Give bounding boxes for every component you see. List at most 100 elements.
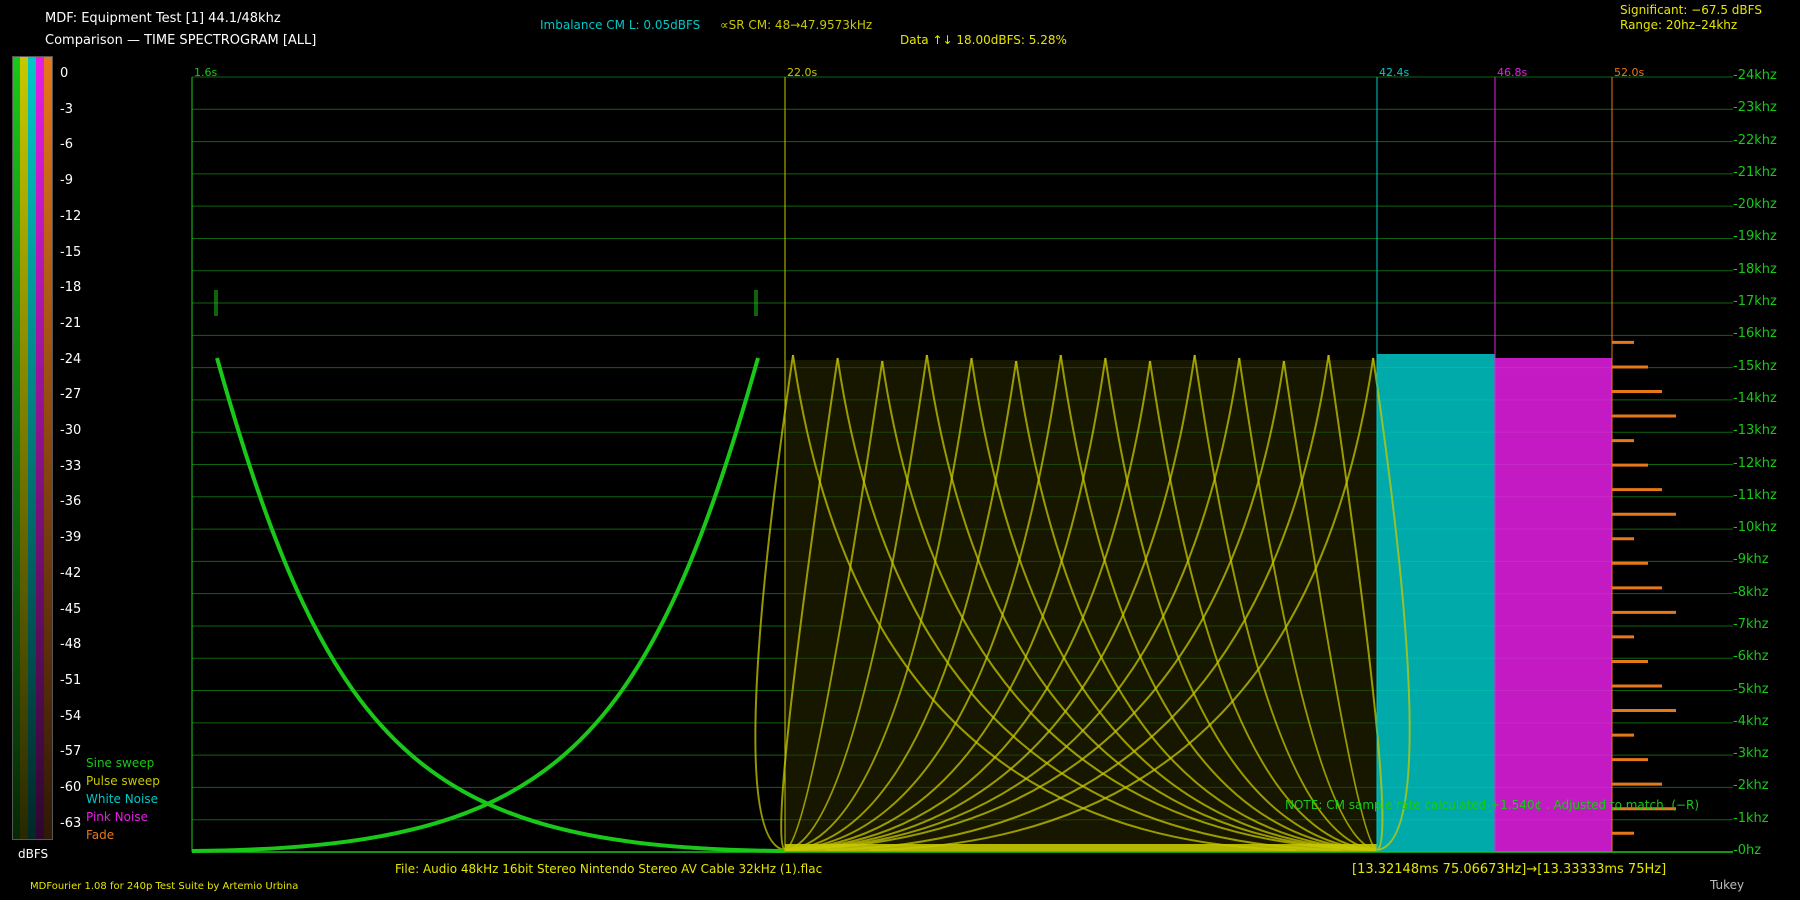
pulse-sweep-arc: [1327, 354, 1384, 851]
scale-value: -42: [60, 565, 82, 581]
legend-item: Pink Noise: [86, 810, 148, 824]
frequency-label: -22khz: [1733, 132, 1777, 148]
frequency-label: -2khz: [1733, 778, 1769, 794]
scale-value: -6: [60, 137, 73, 153]
frequency-label: -3khz: [1733, 746, 1769, 762]
legend-item: Pulse sweep: [86, 774, 160, 788]
pulse-sweep-arc: [784, 360, 1152, 851]
frequency-label: -10khz: [1733, 520, 1777, 536]
scale-value: -45: [60, 601, 82, 617]
scale-value: -39: [60, 530, 82, 546]
pulse-sweep-arc: [754, 354, 794, 851]
sine-harmonic-mark: [754, 290, 758, 316]
pulse-sweep-arc: [836, 357, 1341, 851]
scale-value: 0: [60, 66, 69, 81]
frequency-label: -24khz: [1733, 68, 1777, 83]
calibration-note: NOTE: CM sample rate calculated +1.540¢ …: [1285, 798, 1700, 812]
frequency-label: -20khz: [1733, 197, 1777, 213]
scale-value: -57: [60, 744, 82, 760]
frequency-label: -13khz: [1733, 423, 1777, 439]
timing-info: [13.32148ms 75.06673Hz]→[13.33333ms 75Hz…: [1352, 862, 1667, 877]
frequency-label: -1khz: [1733, 810, 1769, 826]
frequency-label: -15khz: [1733, 358, 1777, 374]
scale-value: -30: [60, 423, 82, 438]
pulse-sweep-arc: [784, 360, 884, 851]
pulse-sweep-arc: [1149, 360, 1378, 851]
pink-noise-block: [1495, 358, 1612, 852]
significant-readout: Significant: −67.5 dBFS: [1620, 3, 1762, 17]
report-title: MDF: Equipment Test [1] 44.1/48khz: [45, 11, 281, 26]
sine-sweep-curve-right: [191, 357, 760, 853]
pulse-sweep-arc: [1282, 360, 1378, 851]
scale-value: -27: [60, 387, 82, 403]
scale-value: -3: [60, 101, 73, 117]
scale-value: -48: [60, 637, 82, 653]
scale-value: -9: [60, 173, 73, 189]
file-info: File: Audio 48kHz 16bit Stereo Nintendo …: [395, 862, 823, 876]
time-marker-label: 52.0s: [1614, 66, 1645, 79]
frequency-label: -11khz: [1733, 487, 1777, 503]
frequency-label: -14khz: [1733, 390, 1777, 406]
sample-rate-readout: ∝SR CM: 48→47.9573kHz: [720, 18, 873, 32]
frequency-label: -12khz: [1733, 455, 1777, 471]
credit-text: MDFourier 1.08 for 240p Test Suite by Ar…: [30, 881, 299, 892]
legend-item: White Noise: [86, 792, 158, 806]
data-diff-readout: Data ↑↓ 18.00dBFS: 5.28%: [900, 33, 1067, 47]
pulse-sweep-arc: [925, 354, 1378, 851]
pulse-sweep-arc: [970, 357, 1378, 851]
scale-unit-label: dBFS: [18, 847, 49, 861]
scale-value: -60: [60, 780, 82, 795]
pulse-sweep-arc: [784, 357, 973, 851]
frequency-label: -7khz: [1733, 616, 1769, 632]
frequency-label: -17khz: [1733, 294, 1777, 310]
frequency-label: -4khz: [1733, 713, 1769, 729]
pulse-sweep-arc: [784, 357, 1107, 851]
scale-value: -33: [60, 458, 82, 474]
frequency-label: -8khz: [1733, 584, 1769, 600]
time-marker-label: 22.0s: [787, 66, 818, 79]
pulse-sweep-arc: [1372, 357, 1411, 851]
pulse-sweep-arc: [780, 357, 839, 851]
frequency-label: -19khz: [1733, 229, 1777, 245]
pulse-sweep-arc: [784, 354, 1196, 851]
frequency-label: -0hz: [1733, 843, 1762, 858]
pulse-sweep-arc: [1015, 360, 1378, 851]
pulse-sweep-arc: [784, 354, 928, 851]
sine-harmonic-mark: [214, 290, 218, 316]
legend-item: Fade: [86, 828, 115, 842]
frequency-label: -23khz: [1733, 100, 1777, 116]
report-subtitle: Comparison — TIME SPECTROGRAM [ALL]: [45, 33, 317, 48]
frequency-label: -6khz: [1733, 649, 1769, 665]
pulse-sweep-arc: [784, 354, 1062, 851]
pulse-sweep-base: [785, 844, 1377, 852]
time-marker-label: 42.4s: [1379, 66, 1410, 79]
scale-value: -63: [60, 815, 82, 831]
scale-value: -54: [60, 708, 82, 724]
color-scale-bar: [12, 56, 53, 840]
pulse-sweep-arc: [825, 354, 1330, 851]
frequency-label: -5khz: [1733, 681, 1769, 697]
scale-value: -21: [60, 315, 82, 331]
pulse-sweep-arc: [869, 357, 1375, 851]
frequency-label: -9khz: [1733, 552, 1769, 568]
range-readout: Range: 20hz–24khz: [1620, 18, 1738, 32]
pulse-sweep-arc: [792, 354, 1297, 851]
scale-value: -12: [60, 208, 82, 224]
time-marker-label: 1.6s: [194, 66, 218, 79]
legend-item: Sine sweep: [86, 756, 155, 770]
pulse-sweep-arc: [784, 360, 1285, 851]
pulse-sweep-field: [785, 360, 1377, 852]
window-name: Tukey: [1710, 878, 1745, 892]
scale-value: -51: [60, 672, 82, 688]
white-noise-block: [1377, 354, 1495, 852]
imbalance-readout: Imbalance CM L: 0.05dBFS: [540, 18, 701, 32]
pulse-sweep-arc: [881, 360, 1378, 851]
sine-sweep-curve-left: [215, 357, 786, 853]
pulse-sweep-arc: [1104, 357, 1378, 851]
pulse-sweep-arc: [784, 357, 1241, 851]
scale-value: -15: [60, 244, 82, 260]
time-marker-label: 46.8s: [1497, 66, 1528, 79]
frequency-label: -18khz: [1733, 261, 1777, 277]
pulse-sweep-arc: [784, 360, 1018, 851]
